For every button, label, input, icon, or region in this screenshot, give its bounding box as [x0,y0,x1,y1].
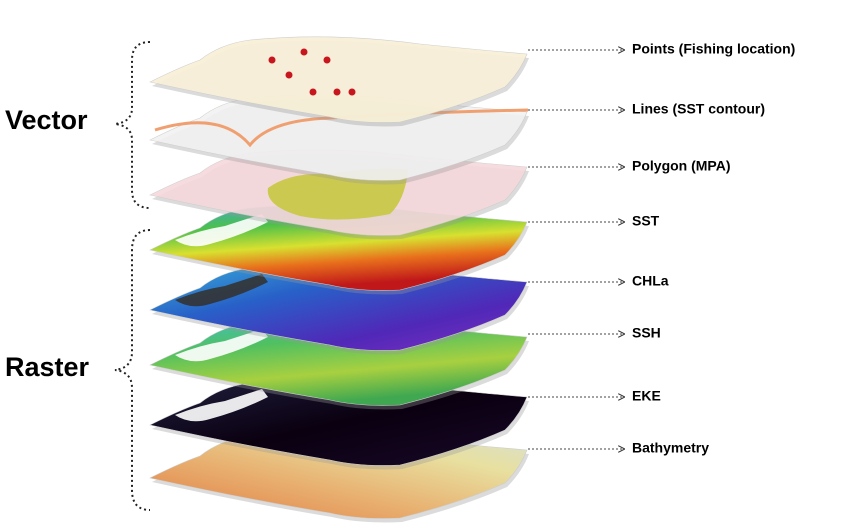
layer [149,94,528,181]
point-marker [348,88,356,96]
contour-line [154,108,529,148]
point-marker [333,88,341,96]
layer-label: CHLa [632,273,669,289]
layer-label: EKE [632,388,661,404]
point-marker [285,71,293,79]
raster-brace [114,229,151,511]
land [175,389,268,422]
vector-brace [114,41,151,209]
land [175,274,268,307]
layer-label: Lines (SST contour) [632,101,765,117]
layer-label: SST [632,213,660,229]
point-marker [268,56,276,64]
land [175,329,268,362]
layer [149,36,528,123]
mpa-polygon [267,168,408,220]
layer-label: SSH [632,325,661,341]
point-marker [309,88,317,96]
layer-label: Bathymetry [632,440,709,456]
layer-label: Polygon (MPA) [632,158,731,174]
layer-label: Points (Fishing location) [632,41,795,57]
group-label: Vector [5,105,88,135]
group-label: Raster [5,352,90,382]
land [175,214,268,247]
point-marker [323,56,331,64]
point-marker [300,48,308,56]
